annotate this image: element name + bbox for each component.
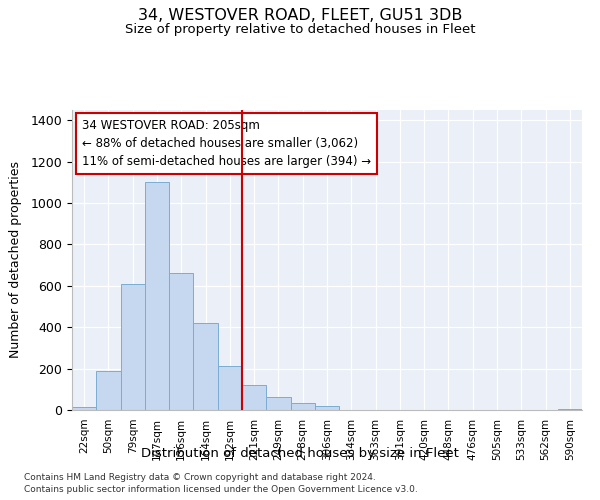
- Bar: [218, 366, 242, 410]
- Bar: [145, 182, 169, 410]
- Text: 34, WESTOVER ROAD, FLEET, GU51 3DB: 34, WESTOVER ROAD, FLEET, GU51 3DB: [138, 8, 462, 22]
- Bar: [193, 323, 218, 410]
- Bar: [290, 403, 315, 410]
- Text: 34 WESTOVER ROAD: 205sqm
← 88% of detached houses are smaller (3,062)
11% of sem: 34 WESTOVER ROAD: 205sqm ← 88% of detach…: [82, 119, 371, 168]
- Bar: [266, 396, 290, 410]
- Bar: [169, 274, 193, 410]
- Y-axis label: Number of detached properties: Number of detached properties: [9, 162, 22, 358]
- Bar: [72, 407, 96, 410]
- Bar: [242, 385, 266, 410]
- Text: Contains public sector information licensed under the Open Government Licence v3: Contains public sector information licen…: [24, 485, 418, 494]
- Text: Contains HM Land Registry data © Crown copyright and database right 2024.: Contains HM Land Registry data © Crown c…: [24, 474, 376, 482]
- Text: Size of property relative to detached houses in Fleet: Size of property relative to detached ho…: [125, 22, 475, 36]
- Bar: [315, 406, 339, 410]
- Bar: [558, 409, 582, 410]
- Text: Distribution of detached houses by size in Fleet: Distribution of detached houses by size …: [141, 448, 459, 460]
- Bar: [121, 284, 145, 410]
- Bar: [96, 370, 121, 410]
